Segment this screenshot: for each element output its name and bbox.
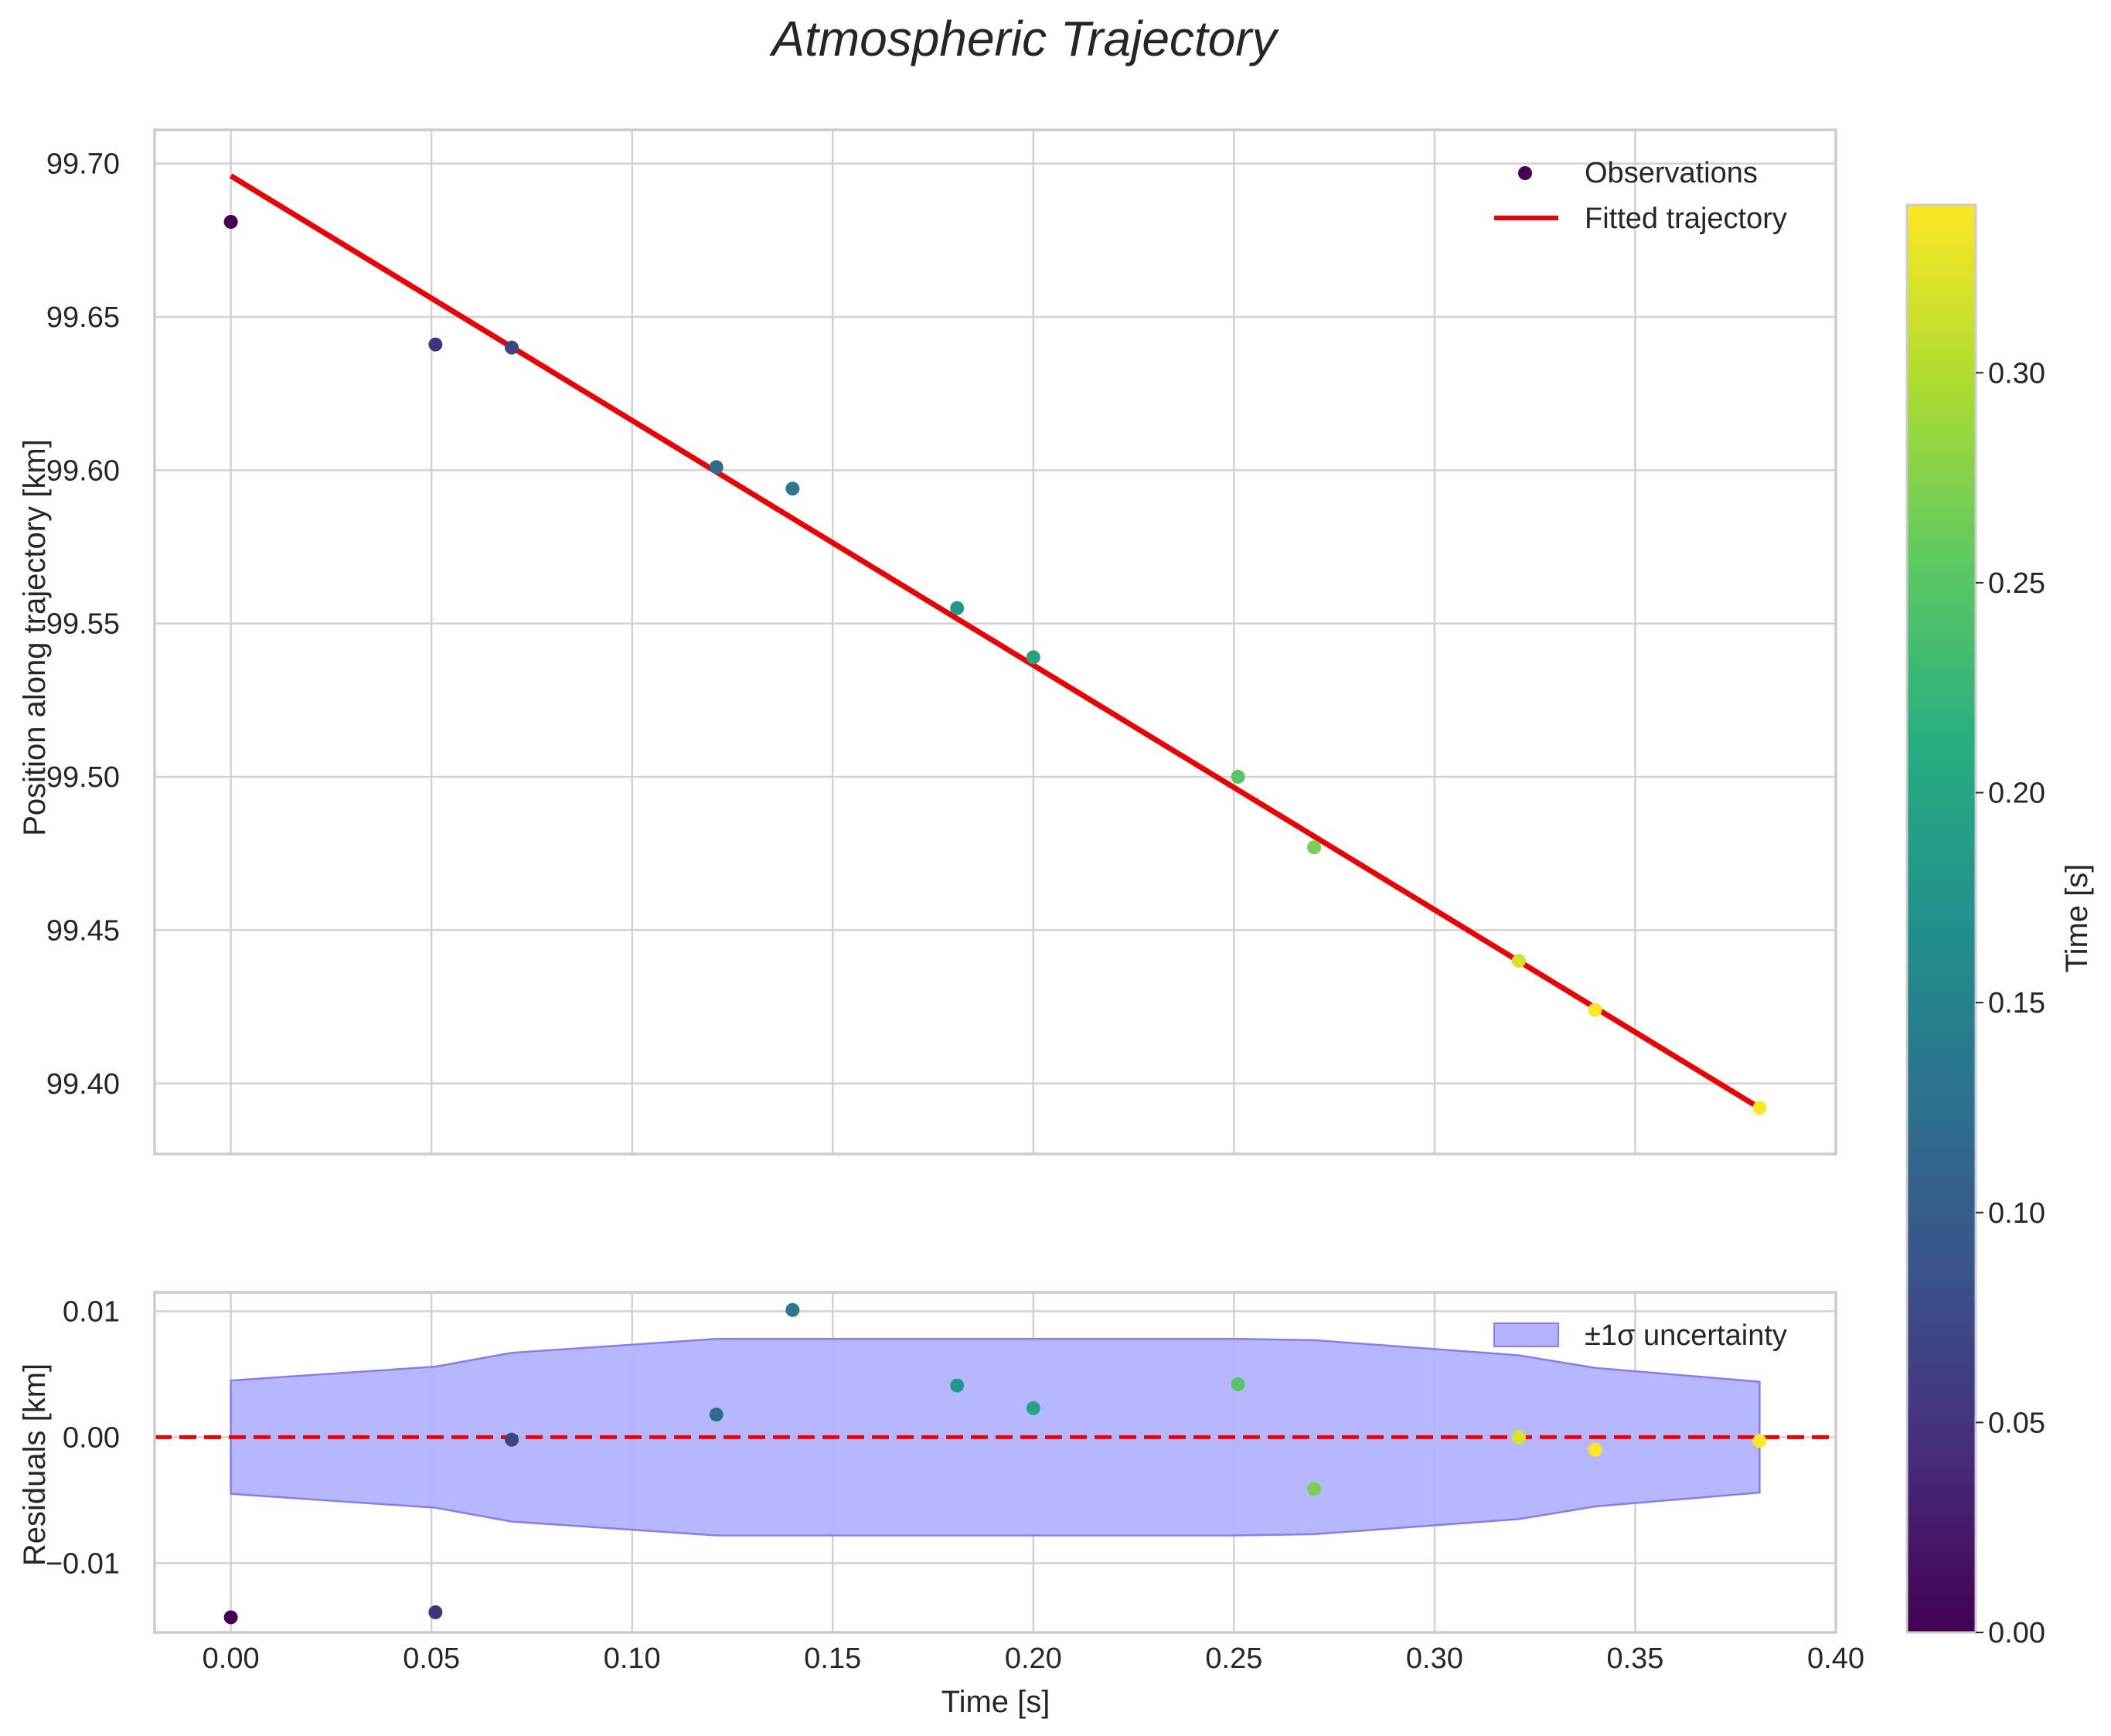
colorbar-tick-label: 0.00 (1988, 1617, 2045, 1649)
legend-band-label: ±1σ uncertainty (1585, 1319, 1787, 1352)
observation-point (1026, 650, 1040, 665)
observation-point (950, 601, 965, 615)
observation-point (1231, 770, 1245, 785)
legend-band-swatch (1493, 1322, 1559, 1347)
fit-line (229, 173, 1762, 1111)
residual-point (428, 1605, 443, 1619)
x-tick-label: 0.10 (604, 1642, 661, 1675)
observation-point (1307, 840, 1322, 855)
colorbar-gradient (1905, 203, 1977, 1634)
x-tick-label: 0.30 (1406, 1642, 1463, 1675)
top-y-tick-label: 99.55 (46, 608, 120, 641)
bottom-y-tick-label: 0.00 (63, 1421, 120, 1454)
x-tick-label: 0.15 (804, 1642, 861, 1675)
points-layer (223, 215, 1767, 1625)
x-tick-label: 0.25 (1205, 1642, 1262, 1675)
observation-point (709, 460, 724, 475)
observation-point (223, 215, 238, 230)
colorbar-ticks: 0.00 0.05 0.10 0.15 0.20 0.25 0.30 (1976, 357, 2045, 1649)
top-y-tick-label: 99.45 (46, 914, 120, 947)
colorbar-label: Time [s] (2060, 864, 2094, 973)
colorbar-tick-label: 0.20 (1988, 778, 2045, 810)
bottom-y-tick-label: −0.01 (46, 1547, 120, 1580)
legend-observations-marker (1518, 166, 1532, 180)
colorbar (1905, 203, 1977, 1634)
residual-point (785, 1302, 800, 1317)
top-y-tick-label: 99.50 (46, 761, 120, 794)
top-y-tick-label: 99.65 (46, 301, 120, 334)
observation-point (428, 337, 443, 352)
colorbar-tick-label: 0.05 (1988, 1407, 2045, 1439)
x-axis-label: Time [s] (941, 1685, 1050, 1719)
legend-fit-label: Fitted trajectory (1585, 203, 1787, 235)
bottom-y-tick-label: 0.01 (63, 1295, 120, 1328)
top-axes-frame (153, 128, 1837, 1156)
residual-point (1588, 1442, 1602, 1457)
residual-point (223, 1610, 238, 1625)
observation-point (1752, 1101, 1767, 1115)
residual-point (709, 1408, 724, 1422)
colorbar-tick-label: 0.15 (1988, 987, 2045, 1019)
residual-point (504, 1432, 519, 1447)
uncertainty-band (230, 1338, 1761, 1537)
top-y-tick-label: 99.70 (46, 148, 120, 181)
x-tick-label: 0.05 (403, 1642, 460, 1675)
observation-point (785, 482, 800, 496)
x-tick-label: 0.00 (203, 1642, 260, 1675)
x-tick-label: 0.35 (1606, 1642, 1663, 1675)
residual-point (1511, 1430, 1526, 1445)
tick-labels: 0.00 0.05 0.10 0.15 0.20 0.25 0.30 0.35 0.40 99.4… (46, 148, 1864, 1675)
line-layer (155, 173, 1836, 1439)
residual-point (1026, 1401, 1040, 1415)
top-y-tick-label: 99.40 (46, 1068, 120, 1101)
x-tick-label: 0.20 (1005, 1642, 1062, 1675)
residual-point (950, 1378, 965, 1393)
residual-point (1752, 1434, 1767, 1448)
top-grid (155, 130, 1837, 1154)
axes-frames (153, 128, 1837, 1634)
observation-point (504, 340, 519, 355)
colorbar-tick-label: 0.10 (1988, 1197, 2045, 1230)
bottom-axes-frame (153, 1291, 1837, 1634)
legend-bottom: ±1σ uncertainty (1493, 1319, 1787, 1352)
colorbar-tick-label: 0.30 (1988, 357, 2045, 390)
chart-title: Atmospheric Trajectory (768, 11, 1279, 66)
x-tick-label: 0.40 (1807, 1642, 1864, 1675)
residual-point (1231, 1377, 1245, 1391)
observation-point (1511, 954, 1526, 968)
observation-point (1588, 1002, 1602, 1017)
bottom-y-axis-label: Residuals [km] (18, 1363, 52, 1566)
residual-point (1307, 1482, 1322, 1496)
uncertainty-band-layer (230, 1338, 1761, 1537)
legend-top: Observations Fitted trajectory (1494, 157, 1787, 235)
top-y-tick-label: 99.60 (46, 454, 120, 487)
top-y-axis-label: Position along trajectory [km] (18, 439, 52, 836)
legend-observations-label: Observations (1585, 157, 1758, 189)
colorbar-tick-label: 0.25 (1988, 567, 2045, 600)
